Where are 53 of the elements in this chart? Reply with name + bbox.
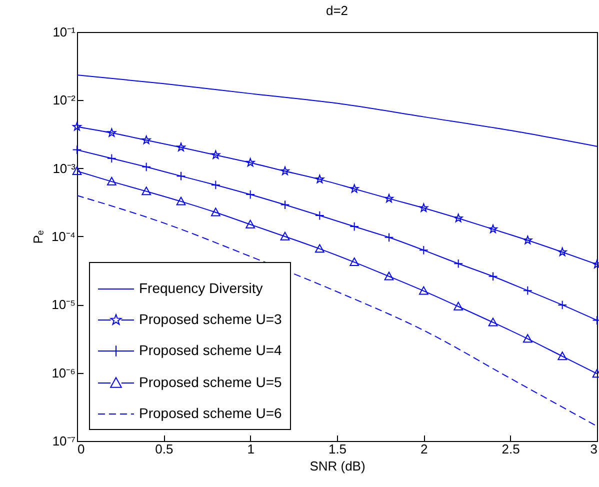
point <box>211 150 220 159</box>
point <box>72 122 82 131</box>
point <box>246 220 256 228</box>
y-tick-label: 10⁻⁶ <box>52 365 76 380</box>
legend-label: Proposed scheme U=6 <box>139 405 282 421</box>
point <box>522 334 532 343</box>
point <box>419 203 428 212</box>
x-axis-title: SNR (dB) <box>310 458 366 474</box>
point <box>106 176 116 186</box>
point <box>350 184 359 193</box>
y-axis-title: Pₑ <box>30 230 46 244</box>
point <box>558 352 568 360</box>
point <box>384 194 394 202</box>
y-tick-label: 10⁻² <box>52 92 76 108</box>
point <box>418 286 428 295</box>
point <box>454 302 464 310</box>
y-tick-label: 10⁻¹ <box>52 24 76 40</box>
x-tick-label: 2 <box>420 442 428 456</box>
line-series <box>77 74 597 147</box>
point <box>280 232 290 240</box>
x-tick-label: 0 <box>78 442 85 456</box>
line-series <box>77 194 597 427</box>
point <box>107 128 116 137</box>
point <box>142 186 152 196</box>
y-tick-label: 10⁻⁴ <box>51 229 76 244</box>
point <box>454 214 463 222</box>
point <box>210 208 220 216</box>
point <box>384 272 394 280</box>
x-tick-label: 3 <box>590 442 598 456</box>
point <box>488 224 498 234</box>
point <box>246 158 255 167</box>
x-tick-label: 0.5 <box>155 442 174 456</box>
point <box>523 236 532 244</box>
point <box>558 247 567 256</box>
point <box>315 174 324 184</box>
chart-title: d=2 <box>326 3 348 18</box>
x-tick-label: 2.5 <box>502 442 520 456</box>
y-tick-label: 10⁻⁵ <box>52 297 76 312</box>
point <box>350 258 360 266</box>
legend-label: Proposed scheme U=5 <box>139 374 282 390</box>
point <box>176 142 186 152</box>
legend-label: Frequency Diversity <box>139 280 263 296</box>
point <box>176 196 186 206</box>
x-tick-label: 1.5 <box>328 442 347 456</box>
point <box>280 166 290 176</box>
point <box>314 244 324 253</box>
legend-label: Proposed scheme U=3 <box>139 311 282 327</box>
x-tick-label: 1 <box>247 442 254 456</box>
point <box>142 135 151 144</box>
point <box>488 318 498 326</box>
y-tick-label: 10⁻⁷ <box>52 434 76 448</box>
y-tick-label: 10⁻³ <box>52 160 76 176</box>
legend-label: Proposed scheme U=4 <box>139 342 282 358</box>
